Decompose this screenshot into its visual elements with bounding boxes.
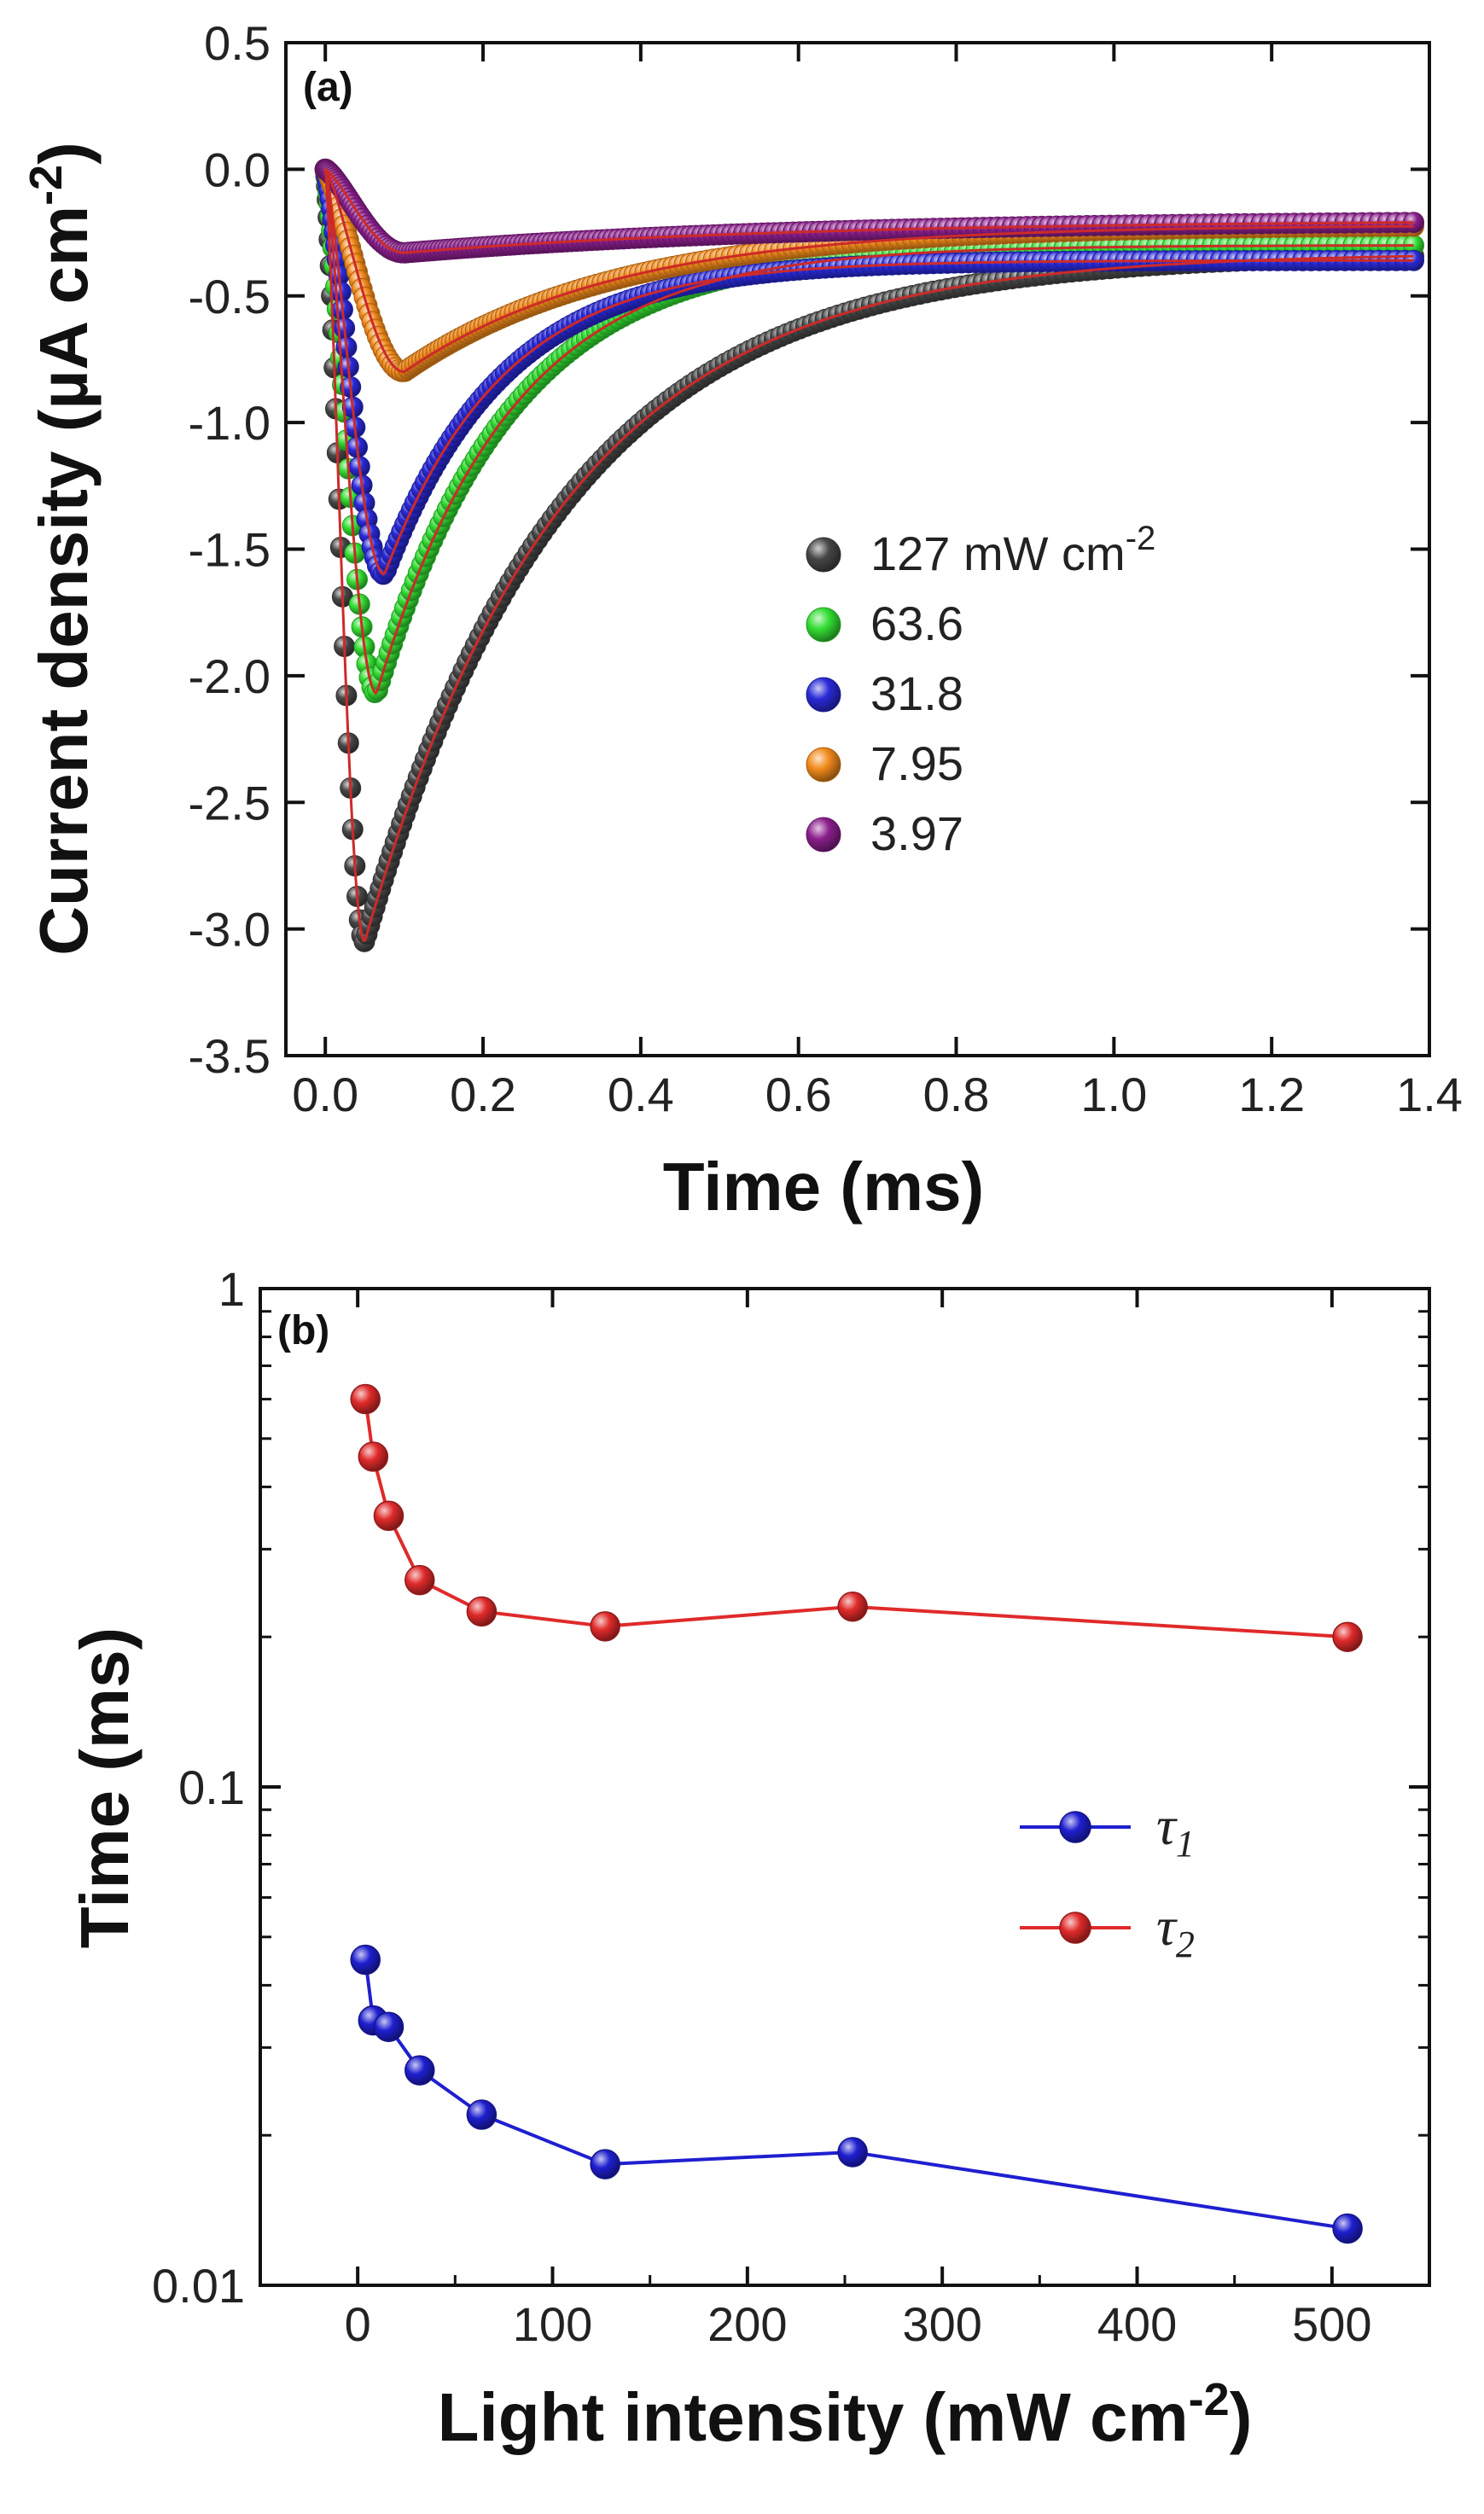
y-tick-label-a: -2.0	[189, 649, 271, 703]
y-axis-title-a-text: Current density (µA cm	[26, 206, 102, 956]
legend-marker-b	[1059, 1912, 1091, 1944]
y-axis-title-b: Time (ms)	[67, 1627, 143, 1948]
panel-label-b: (b)	[277, 1308, 329, 1353]
plot-frame-b	[259, 1287, 1431, 2287]
legend-marker-a	[806, 747, 841, 783]
data-point-tau2	[404, 1564, 435, 1596]
data-point-tau1	[404, 2055, 435, 2086]
y-tick-label-a: -1.0	[189, 396, 271, 450]
data-point-tau2	[466, 1596, 498, 1627]
series-line-tau1	[364, 1959, 1348, 2231]
y-tick-label-a: -0.5	[189, 270, 271, 323]
axis-ticks-b	[260, 1287, 1429, 2287]
x-tick-label-b: 400	[1097, 2297, 1177, 2351]
y-tick-label-a: -2.5	[189, 776, 271, 829]
y-tick-label-b: 0.1	[178, 1760, 245, 1814]
x-axis-title-b-close: )	[1230, 2379, 1253, 2455]
data-point-tau2	[590, 1611, 620, 1642]
panel-b: 0 100 200 300 400 500 0.01 0.1 1 (b) Light inte…	[67, 1262, 1431, 2455]
legend-a: 127 mW cm-2 63.6 31.8 7.95 3.97	[806, 520, 1155, 860]
x-tick-label-a: 1.2	[1238, 1068, 1305, 1121]
x-tick-labels-a: 0.0 0.2 0.4 0.6 0.8 1.0 1.2 1.4	[292, 1068, 1463, 1121]
y-tick-labels-a: -3.5 -3.0 -2.5 -2.0 -1.5 -1.0 -0.5 0.0 0.5	[189, 16, 271, 1083]
legend-marker-a	[806, 537, 841, 573]
y-tick-label-b: 0.01	[152, 2259, 245, 2313]
x-tick-label-b: 500	[1292, 2297, 1371, 2351]
series-points-127-mW-cm	[314, 158, 1425, 952]
data-point-tau1	[1332, 2213, 1363, 2244]
data-point-tau1	[466, 2099, 498, 2130]
legend-label-a: 3.97	[870, 806, 963, 860]
legend-b: τ1 τ2	[1020, 1795, 1195, 1965]
plot-frame-a	[284, 41, 1431, 1057]
data-point-tau2	[358, 1441, 389, 1472]
legend-label-a: 127 mW cm-2	[870, 520, 1155, 580]
x-tick-label-b: 200	[707, 2297, 787, 2351]
y-tick-label-a: 0.5	[204, 16, 271, 70]
fit-curve	[323, 169, 1414, 695]
panel-a: 0.0 0.2 0.4 0.6 0.8 1.0 1.2 1.4 -3.5 -3.0 -2.5 -2.…	[20, 16, 1463, 1225]
fit-curve	[323, 168, 1414, 576]
y-tick-labels-b: 0.01 0.1 1	[152, 1262, 245, 2313]
x-tick-label-b: 300	[902, 2297, 981, 2351]
legend-marker-a	[806, 607, 841, 643]
x-axis-title-a: Time (ms)	[663, 1149, 984, 1225]
y-axis-title-a-sup: -2	[20, 165, 72, 206]
x-tick-label-a: 0.0	[292, 1068, 358, 1121]
data-point-tau2	[1332, 1621, 1363, 1652]
x-tick-label-b: 100	[513, 2297, 592, 2351]
x-axis-title-b: Light intensity (mW cm-2)	[438, 2374, 1253, 2455]
data-points-a	[314, 158, 1425, 952]
legend-label-a: 7.95	[870, 736, 963, 790]
x-tick-label-a: 0.4	[608, 1068, 674, 1121]
legend-label-a-sup: -2	[1126, 520, 1156, 557]
x-tick-label-b: 0	[345, 2297, 371, 2351]
fit-curve	[324, 167, 1414, 254]
legend-label-b: τ2	[1156, 1896, 1195, 1965]
x-tick-label-a: 1.0	[1080, 1068, 1147, 1121]
legend-label-a: 63.6	[870, 596, 963, 650]
legend-marker-a	[806, 817, 841, 853]
y-tick-label-a: -1.5	[189, 523, 271, 577]
y-tick-label-a: -3.0	[189, 903, 271, 957]
data-point-tau2	[837, 1592, 868, 1622]
data-point-tau1	[837, 2137, 868, 2168]
y-axis-title-a: Current density (µA cm-2)	[20, 142, 102, 955]
legend-label-b: τ1	[1156, 1795, 1195, 1865]
data-point-tau2	[373, 1500, 404, 1532]
x-axis-title-b-sup: -2	[1189, 2374, 1230, 2425]
y-tick-label-a: -3.5	[189, 1029, 271, 1083]
data-point-tau1	[373, 2011, 404, 2042]
fit-curves-a	[323, 167, 1414, 942]
x-axis-title-b-text: Light intensity (mW cm	[438, 2379, 1189, 2455]
panel-label-a: (a)	[303, 65, 353, 110]
legend-label-b-sub: 1	[1176, 1823, 1195, 1865]
fit-curve	[323, 169, 1414, 942]
x-tick-label-a: 0.2	[450, 1068, 516, 1121]
legend-marker-a	[806, 677, 841, 713]
legend-label-a: 31.8	[870, 666, 963, 720]
y-tick-label-a: 0.0	[204, 143, 271, 196]
series-b	[350, 1383, 1363, 2244]
axis-ticks-a	[286, 41, 1431, 1057]
fit-curve	[324, 168, 1414, 374]
data-point-tau2	[350, 1383, 381, 1415]
x-tick-labels-b: 0 100 200 300 400 500	[345, 2297, 1372, 2351]
data-point-tau1	[350, 1944, 381, 1976]
legend-marker-b	[1059, 1811, 1091, 1843]
data-point-tau1	[590, 2149, 620, 2179]
x-tick-label-a: 0.6	[765, 1068, 832, 1121]
x-tick-label-a: 0.8	[923, 1068, 990, 1121]
y-axis-title-a-close: )	[26, 142, 102, 165]
y-tick-label-b: 1	[218, 1262, 245, 1316]
x-tick-label-a: 1.4	[1396, 1068, 1463, 1121]
legend-label-b-sub: 2	[1176, 1923, 1195, 1965]
